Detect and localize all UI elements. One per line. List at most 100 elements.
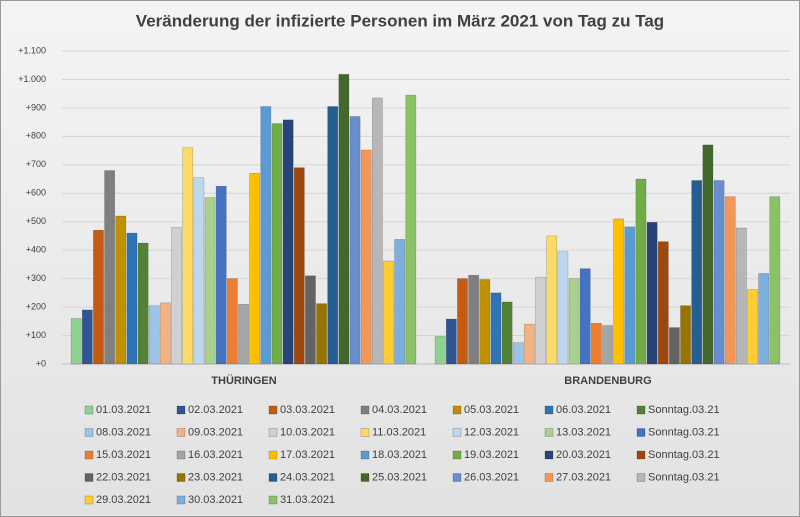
legend-label: 27.03.2021 xyxy=(556,471,611,483)
bar xyxy=(579,268,591,365)
bar xyxy=(115,215,127,365)
bar xyxy=(338,74,350,365)
bar xyxy=(104,170,116,365)
bar xyxy=(535,276,546,365)
legend-swatch xyxy=(176,450,186,460)
bar xyxy=(590,323,602,365)
legend-label: 15.03.2021 xyxy=(96,449,151,461)
bar xyxy=(260,106,272,365)
legend-swatch xyxy=(176,405,186,415)
bar xyxy=(70,318,82,365)
legend-swatch xyxy=(636,450,646,460)
bar xyxy=(724,196,736,365)
legend-label: 11.03.2021 xyxy=(372,426,426,438)
legend-swatch xyxy=(268,405,278,415)
legend-swatch xyxy=(452,473,462,482)
bar xyxy=(602,325,613,365)
bar xyxy=(394,239,406,365)
y-tick-label: +800 xyxy=(26,131,46,141)
bar xyxy=(445,318,457,365)
bar xyxy=(371,97,383,365)
bar xyxy=(713,180,725,365)
y-tick-label: +400 xyxy=(26,245,46,255)
bar xyxy=(747,289,758,365)
legend-swatch xyxy=(544,405,554,415)
legend-swatch xyxy=(360,428,370,437)
legend-label: 22.03.2021 xyxy=(96,471,151,483)
legend-label: 23.03.2021 xyxy=(188,471,243,483)
legend-swatch xyxy=(176,428,186,437)
legend-swatch xyxy=(636,405,646,415)
bar xyxy=(193,177,205,365)
bar xyxy=(249,173,261,365)
bar xyxy=(635,178,647,365)
y-tick-label: +200 xyxy=(26,301,46,311)
bar xyxy=(680,305,691,365)
bar xyxy=(316,303,327,365)
legend-label: 19.03.2021 xyxy=(464,449,519,461)
bar xyxy=(524,323,535,365)
legend-swatch xyxy=(636,428,646,437)
legend-label: 09.03.2021 xyxy=(188,426,243,438)
y-tick-label: +0 xyxy=(36,358,46,368)
bar xyxy=(305,275,316,365)
bar xyxy=(282,119,294,365)
bar xyxy=(293,167,305,365)
legend-label: 01.03.2021 xyxy=(96,404,151,416)
bar xyxy=(349,116,361,365)
legend-label: 04.03.2021 xyxy=(372,404,427,416)
legend-swatch xyxy=(360,405,370,415)
legend-label: 13.03.2021 xyxy=(556,426,611,438)
legend-swatch xyxy=(84,450,94,460)
legend-label: 08.03.2021 xyxy=(96,426,151,438)
legend-label: 24.03.2021 xyxy=(280,471,335,483)
legend-swatch xyxy=(84,428,94,437)
bar xyxy=(93,229,104,365)
legend-swatch xyxy=(268,473,278,482)
bar xyxy=(383,260,394,365)
y-tick-label: +900 xyxy=(26,102,46,112)
y-tick-label: +100 xyxy=(26,330,46,340)
legend-swatch xyxy=(176,473,186,482)
bar xyxy=(171,227,182,365)
legend-label: Sonntag.03.21 xyxy=(648,404,720,416)
legend-label: Sonntag.03.21 xyxy=(648,426,720,438)
legend-swatch xyxy=(84,495,94,505)
bar xyxy=(669,327,680,365)
y-tick-label: +700 xyxy=(26,159,46,169)
y-tick-label: +500 xyxy=(26,216,46,226)
legend-swatch xyxy=(544,428,554,437)
legend-label: 03.03.2021 xyxy=(280,404,335,416)
legend-swatch xyxy=(544,450,554,460)
y-tick-label: +1.000 xyxy=(18,74,46,84)
x-tick-label: THÜRINGEN xyxy=(211,374,276,387)
legend-label: Sonntag.03.21 xyxy=(648,449,720,461)
legend-label: 30.03.2021 xyxy=(188,494,243,506)
bar xyxy=(501,301,513,365)
bar xyxy=(238,303,249,365)
legend-swatch xyxy=(360,450,370,460)
legend-swatch xyxy=(360,473,370,482)
legend-label: 02.03.2021 xyxy=(188,404,243,416)
legend-swatch xyxy=(452,450,462,460)
chart-title: Veränderung der infizierte Personen im M… xyxy=(136,11,664,30)
legend-label: 10.03.2021 xyxy=(280,426,335,438)
legend-swatch xyxy=(268,450,278,460)
bar xyxy=(557,251,569,365)
bar xyxy=(405,94,417,365)
bar xyxy=(702,144,714,365)
bar xyxy=(182,147,194,365)
bar xyxy=(769,196,781,365)
bar xyxy=(204,197,216,365)
bar xyxy=(457,278,468,365)
legend-label: 29.03.2021 xyxy=(96,494,151,506)
bar xyxy=(479,279,491,365)
legend-label: 18.03.2021 xyxy=(372,449,427,461)
legend-swatch xyxy=(544,473,554,482)
legend-label: 26.03.2021 xyxy=(464,471,519,483)
bar xyxy=(327,106,339,365)
legend-swatch xyxy=(176,495,186,505)
bar xyxy=(624,226,636,365)
y-tick-label: +600 xyxy=(26,188,46,198)
